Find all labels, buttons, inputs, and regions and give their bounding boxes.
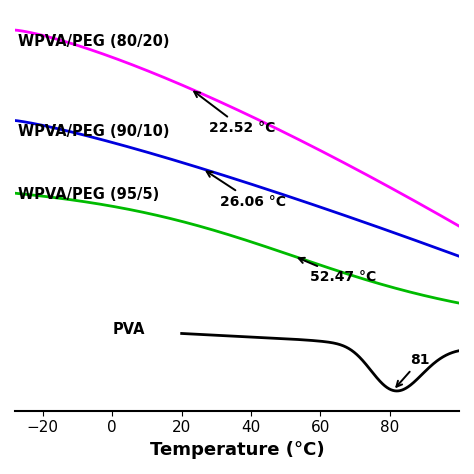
X-axis label: Temperature (°C): Temperature (°C) — [150, 441, 324, 459]
Text: 26.06 °C: 26.06 °C — [207, 172, 286, 209]
Text: 52.47 °C: 52.47 °C — [299, 258, 376, 284]
Text: WPVA/PEG (90/10): WPVA/PEG (90/10) — [18, 124, 170, 139]
Text: 81: 81 — [396, 353, 430, 387]
Text: PVA: PVA — [112, 322, 145, 337]
Text: 22.52 °C: 22.52 °C — [194, 91, 275, 135]
Text: WPVA/PEG (95/5): WPVA/PEG (95/5) — [18, 186, 160, 201]
Text: WPVA/PEG (80/20): WPVA/PEG (80/20) — [18, 34, 170, 49]
